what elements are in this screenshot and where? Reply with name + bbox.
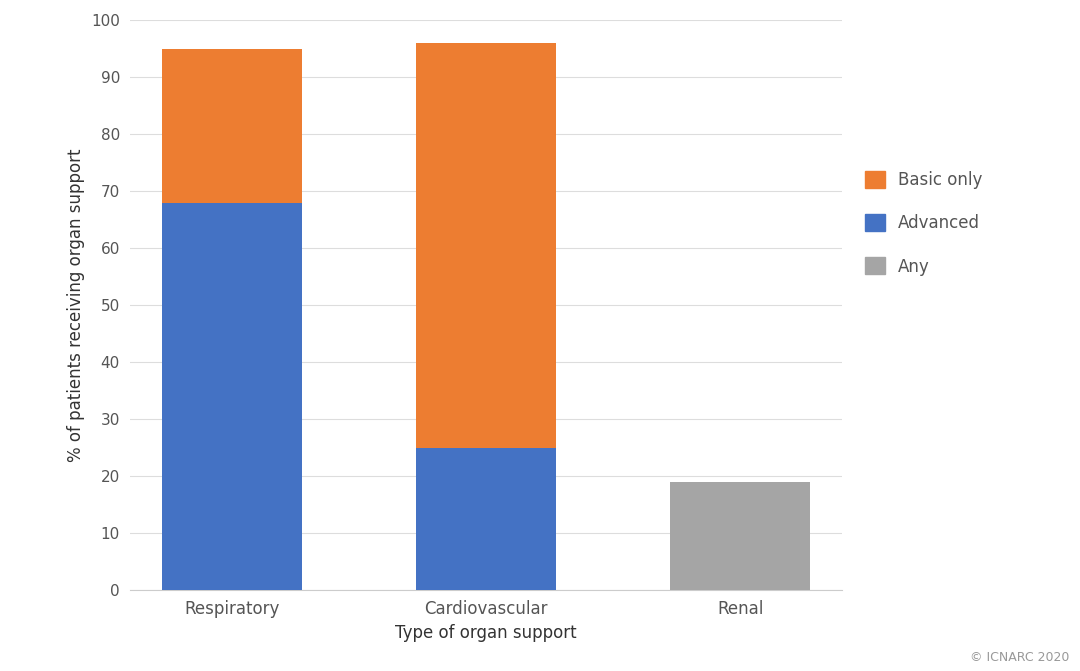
Legend: Basic only, Advanced, Any: Basic only, Advanced, Any — [865, 171, 983, 276]
Bar — [416, 43, 556, 448]
Bar — [671, 482, 810, 590]
Bar — [162, 49, 301, 203]
Text: © ICNARC 2020: © ICNARC 2020 — [970, 652, 1069, 664]
Bar — [416, 448, 556, 590]
Y-axis label: % of patients receiving organ support: % of patients receiving organ support — [67, 148, 85, 462]
X-axis label: Type of organ support: Type of organ support — [395, 624, 577, 641]
Bar — [162, 203, 301, 590]
